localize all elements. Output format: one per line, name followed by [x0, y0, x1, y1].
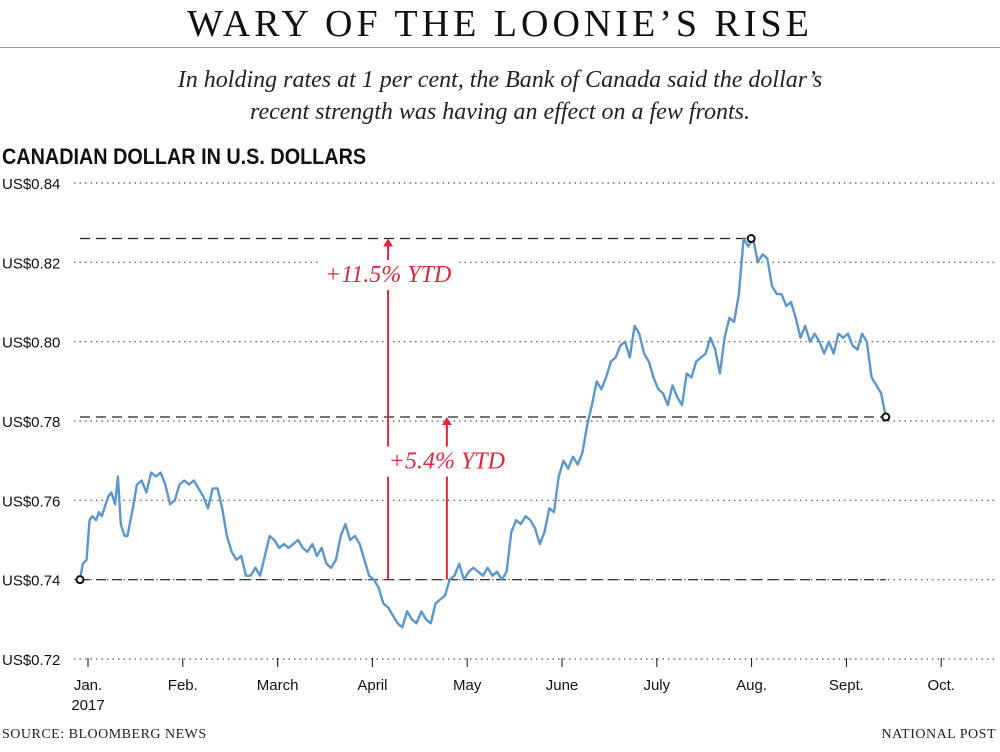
annotation-label-bg [384, 446, 510, 477]
y-tick-label: US$0.84 [2, 176, 60, 193]
headline: WARY OF THE LOONIE’S RISE [187, 3, 813, 45]
annotation-label: +11.5% YTD [325, 262, 451, 288]
chart-title: CANADIAN DOLLAR IN U.S. DOLLARS [2, 144, 367, 169]
y-tick-label: US$0.74 [2, 573, 60, 590]
x-tick-label: Aug. [736, 677, 767, 694]
deck: In holding rates at 1 per cent, the Bank… [60, 64, 940, 128]
deck-line-1: In holding rates at 1 per cent, the Bank… [177, 67, 823, 93]
deck-line-2: recent strength was having an effect on … [250, 99, 750, 125]
y-tick-label: US$0.78 [2, 414, 60, 431]
data-point-marker [746, 234, 756, 244]
x-tick-label: July [643, 677, 670, 694]
annotation-arrowhead [383, 238, 394, 247]
x-tick-label: May [453, 677, 482, 694]
x-tick-label: Oct. [927, 677, 955, 694]
y-tick-label: US$0.76 [2, 493, 60, 510]
data-point-marker [881, 412, 891, 422]
x-tick-label: Sept. [829, 677, 864, 694]
source-credit: SOURCE: BLOOMBERG NEWS [2, 727, 207, 742]
y-tick-label: US$0.72 [2, 652, 60, 669]
x-tick-label: Jan. [74, 677, 102, 694]
x-tick-label: April [357, 677, 387, 694]
annotation-label: +5.4% YTD [389, 449, 505, 475]
y-tick-label: US$0.80 [2, 335, 60, 352]
x-tick-label: Feb. [168, 677, 198, 694]
series-line [78, 237, 887, 629]
headline-rule [0, 47, 1000, 48]
publication-credit: NATIONAL POST [881, 727, 996, 742]
annotation-label-bg [319, 260, 458, 291]
x-tick-label: March [257, 677, 299, 694]
annotation-arrowhead [441, 417, 452, 426]
x-tick-label: June [546, 677, 579, 694]
data-point-marker [75, 575, 85, 585]
x-tick-sublabel: 2017 [71, 697, 104, 714]
y-tick-label: US$0.82 [2, 255, 60, 272]
